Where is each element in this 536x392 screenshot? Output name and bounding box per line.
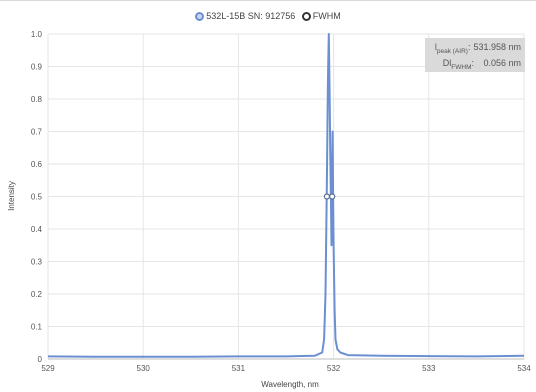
grid-lines: [47, 33, 525, 360]
x-tick-label: 533: [422, 364, 436, 373]
peak-stats-box: lpeak (AIR): 531.958 nm DlFWHM: 0.056 nm: [425, 38, 525, 72]
fwhm-point: [323, 193, 331, 200]
x-tick-label: 529: [41, 364, 55, 373]
stat-row-peak: lpeak (AIR): 531.958 nm: [435, 42, 521, 55]
x-tick-label: 534: [517, 364, 531, 373]
chart-legend: 532L-15B SN: 912756 FWHM: [0, 11, 536, 35]
series-layer: [47, 33, 525, 358]
x-tick-label: 530: [137, 364, 151, 373]
y-tick-label: 0.6: [31, 160, 43, 169]
x-axis-label: Wavelength, nm: [261, 380, 319, 389]
y-tick-label: 0.1: [31, 323, 43, 332]
fwhm-point: [329, 193, 336, 200]
legend-swatch-spectrum: [195, 11, 205, 21]
peak-label: lpeak (AIR):: [434, 42, 471, 55]
legend-label-fwhm: FWHM: [312, 11, 341, 21]
top-rule: [0, 0, 536, 1]
legend-label-spectrum: 532L-15B SN: 912756: [206, 11, 296, 21]
legend-item-fwhm[interactable]: FWHM: [301, 11, 341, 21]
y-tick-label: 0: [38, 355, 43, 364]
legend-item-spectrum[interactable]: 532L-15B SN: 912756: [195, 11, 295, 21]
y-tick-label: 0.9: [31, 63, 43, 72]
legend-swatch-fwhm: [301, 11, 311, 21]
series-line-spectrum: [47, 33, 525, 358]
y-tick-label: 0.8: [31, 95, 43, 104]
y-axis-label: Intensity: [7, 181, 16, 211]
peak-value: 531.958 nm: [473, 42, 521, 52]
y-tick-label: 0.3: [31, 258, 43, 267]
y-tick-label: 0.4: [31, 225, 43, 234]
x-tick-label: 531: [232, 364, 246, 373]
x-tick-label: 532: [327, 364, 341, 373]
y-tick-label: 1.0: [31, 30, 43, 39]
tick-labels: 0 0.1 0.2 0.3 0.4 0.5 0.6 0.7 0.8 0.9 1.0 529 530 531…: [31, 30, 531, 373]
stat-row-fwhm: DlFWHM: 0.056 nm: [443, 58, 521, 71]
y-tick-label: 0.7: [31, 128, 43, 137]
y-tick-label: 0.5: [31, 193, 43, 202]
fwhm-value: 0.056 nm: [483, 58, 521, 68]
fwhm-label: DlFWHM:: [442, 58, 474, 71]
y-tick-label: 0.2: [31, 290, 43, 299]
